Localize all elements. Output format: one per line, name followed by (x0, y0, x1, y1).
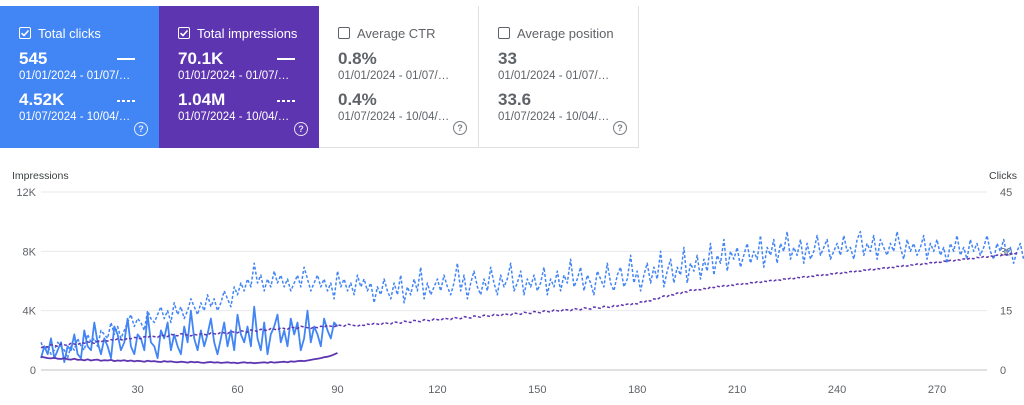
average-ctr-card[interactable]: Average CTR 0.8% 01/01/2024 - 01/07/… 0.… (319, 6, 479, 148)
total-impressions-range-1: 01/01/2024 - 01/07/… (178, 70, 290, 82)
help-icon[interactable]: ? (453, 121, 467, 135)
help-icon[interactable]: ? (294, 122, 308, 136)
help-icon[interactable]: ? (134, 122, 148, 136)
x-tick-label: 210 (728, 384, 746, 396)
total-clicks-range-2: 01/07/2024 - 10/04/… (19, 111, 131, 123)
metric-cards: Total clicks 545 01/01/2024 - 01/07/… 4.… (0, 6, 639, 148)
right-tick-label: 45 (1000, 187, 1012, 199)
left-axis-ticks: 12K 8K 4K 0 (16, 187, 36, 377)
total-impressions-range-2: 01/07/2024 - 10/04/… (178, 111, 290, 123)
total-impressions-card[interactable]: Total impressions 70.1K 01/01/2024 - 01/… (159, 6, 319, 148)
left-tick-label: 12K (16, 187, 36, 199)
average-position-label: Average position (517, 25, 614, 41)
total-clicks-range-1: 01/01/2024 - 01/07/… (19, 70, 131, 82)
help-icon[interactable]: ? (613, 121, 627, 135)
average-ctr-value-2: 0.4% (338, 90, 377, 109)
chart-series (40, 230, 1024, 366)
checkbox-checked-icon[interactable] (178, 27, 190, 39)
total-impressions-label: Total impressions (197, 25, 298, 41)
total-impressions-value-1: 70.1K (178, 49, 224, 68)
clicks-solid-series-line[interactable] (40, 305, 339, 364)
x-tick-label: 240 (828, 384, 846, 396)
x-tick-label: 30 (131, 384, 143, 396)
impressions-dashed-series-line[interactable] (40, 252, 1018, 349)
average-ctr-header: Average CTR (338, 24, 478, 42)
total-clicks-value-1: 545 (19, 49, 48, 68)
x-axis-ticks: 30 60 90 120 150 180 210 240 270 (131, 384, 946, 396)
x-tick-label: 180 (628, 384, 646, 396)
total-impressions-value-2: 1.04M (178, 90, 226, 109)
total-clicks-header: Total clicks (19, 24, 159, 42)
total-clicks-label: Total clicks (38, 25, 101, 41)
left-axis-title: Impressions (12, 170, 69, 182)
x-tick-label: 270 (928, 384, 946, 396)
solid-line-legend-icon (277, 58, 295, 60)
average-position-card[interactable]: Average position 33 01/01/2024 - 01/07/…… (479, 6, 639, 148)
x-tick-label: 150 (528, 384, 546, 396)
left-tick-label: 0 (30, 365, 36, 377)
average-position-header: Average position (498, 24, 638, 42)
x-tick-label: 60 (231, 384, 243, 396)
dashed-line-legend-icon (277, 100, 295, 102)
average-ctr-range-1: 01/01/2024 - 01/07/… (338, 70, 450, 82)
average-ctr-label: Average CTR (357, 25, 436, 41)
checkbox-unchecked-icon[interactable] (498, 27, 510, 39)
average-position-value-2: 33.6 (498, 90, 532, 109)
dashed-line-legend-icon (117, 100, 135, 102)
average-position-range-2: 01/07/2024 - 10/04/… (498, 111, 610, 123)
right-tick-label: 0 (1000, 365, 1006, 377)
left-tick-label: 8K (23, 246, 37, 258)
left-tick-label: 4K (23, 306, 37, 318)
average-position-value-1: 33 (498, 49, 517, 68)
right-axis-title: Clicks (989, 170, 1017, 182)
right-tick-label: 15 (1000, 306, 1012, 318)
total-impressions-header: Total impressions (178, 24, 319, 42)
total-clicks-value-2: 4.52K (19, 90, 65, 109)
average-ctr-value-1: 0.8% (338, 49, 377, 68)
average-ctr-range-2: 01/07/2024 - 10/04/… (338, 111, 450, 123)
impressions-solid-series-line[interactable] (40, 352, 338, 365)
x-tick-label: 120 (428, 384, 446, 396)
solid-line-legend-icon (117, 58, 135, 60)
average-position-range-1: 01/01/2024 - 01/07/… (498, 70, 610, 82)
total-clicks-card[interactable]: Total clicks 545 01/01/2024 - 01/07/… 4.… (0, 6, 159, 148)
checkbox-checked-icon[interactable] (19, 27, 31, 39)
clicks-dashed-series-line[interactable] (40, 230, 1024, 366)
checkbox-unchecked-icon[interactable] (338, 27, 350, 39)
x-tick-label: 90 (331, 384, 343, 396)
